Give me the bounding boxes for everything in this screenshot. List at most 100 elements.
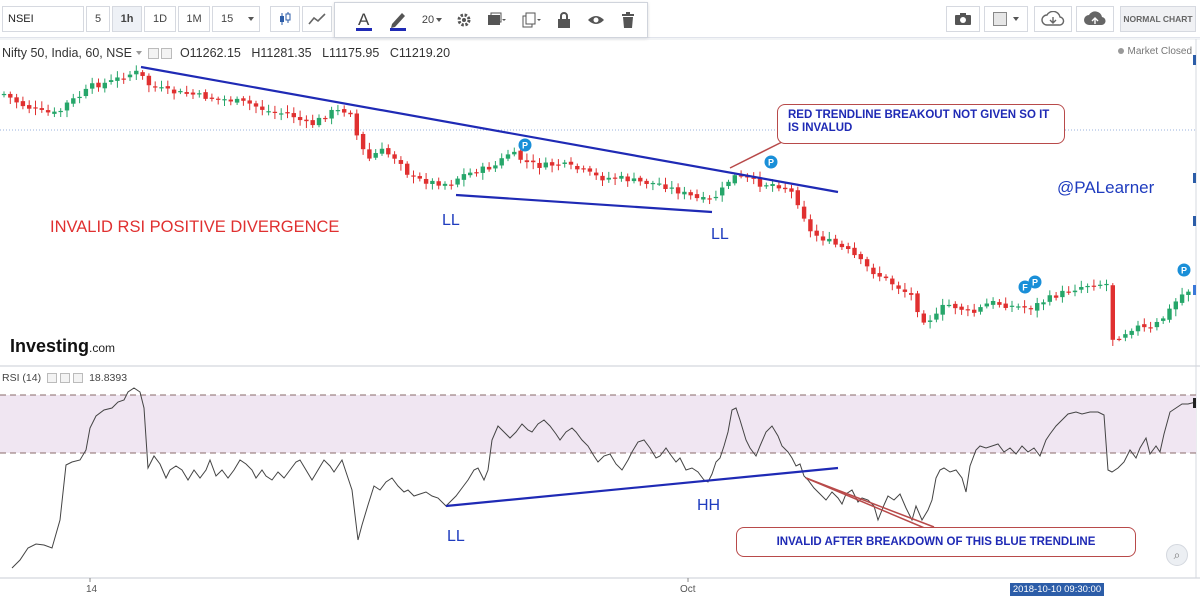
clone-button[interactable] bbox=[517, 7, 547, 33]
candle bbox=[8, 93, 13, 98]
line-chart-icon bbox=[308, 13, 326, 25]
candle bbox=[1098, 284, 1103, 286]
candle bbox=[871, 267, 876, 275]
rsi-band bbox=[0, 395, 1196, 453]
symbol-input[interactable] bbox=[2, 6, 84, 32]
candle bbox=[1072, 290, 1078, 293]
candle bbox=[127, 74, 133, 78]
candle bbox=[354, 113, 359, 136]
candle bbox=[808, 219, 813, 232]
candle bbox=[33, 107, 38, 109]
open-value: O11262.15 bbox=[179, 46, 241, 60]
candle bbox=[587, 168, 593, 172]
high-value: H11281.35 bbox=[251, 46, 312, 60]
color-select-button[interactable] bbox=[984, 6, 1028, 32]
candle bbox=[146, 75, 152, 86]
candle bbox=[1167, 308, 1172, 320]
candle bbox=[732, 175, 737, 184]
candle bbox=[461, 174, 467, 180]
zoom-reset-button[interactable]: ⌕ bbox=[1166, 544, 1188, 566]
rsi-line bbox=[11, 387, 1197, 569]
settings-button[interactable] bbox=[451, 7, 477, 33]
settings-icon[interactable] bbox=[160, 47, 172, 59]
candle bbox=[190, 92, 196, 95]
candle bbox=[386, 148, 391, 155]
instrument-title[interactable]: Nifty 50, India, 60, NSE bbox=[2, 46, 132, 60]
custom-interval-select[interactable]: 15 bbox=[212, 6, 260, 32]
color-box-icon bbox=[993, 12, 1007, 26]
save-chart-button[interactable] bbox=[1076, 6, 1114, 32]
rsi-support-trendline bbox=[445, 466, 839, 508]
style-menu-button[interactable] bbox=[481, 7, 513, 33]
price-resistance-trendline bbox=[140, 65, 839, 194]
pivot-marker[interactable]: P bbox=[1028, 275, 1042, 289]
breakdown-callout[interactable]: INVALID AFTER BREAKDOWN OF THIS BLUE TRE… bbox=[736, 527, 1136, 557]
candle bbox=[959, 306, 964, 310]
settings-icon[interactable] bbox=[60, 373, 71, 383]
f-marker[interactable]: F bbox=[1018, 280, 1032, 294]
candle bbox=[90, 83, 95, 89]
pivot-marker[interactable]: P bbox=[1177, 263, 1191, 277]
load-chart-button[interactable] bbox=[1034, 6, 1072, 32]
candle bbox=[436, 181, 441, 186]
lock-button[interactable] bbox=[551, 7, 577, 33]
font-size-select[interactable]: 20 bbox=[417, 7, 447, 33]
candle bbox=[373, 153, 378, 158]
line-color-button[interactable] bbox=[383, 7, 413, 33]
candle bbox=[927, 320, 933, 322]
candle bbox=[606, 177, 611, 180]
candle bbox=[52, 111, 57, 114]
candle bbox=[902, 289, 908, 292]
visibility-button[interactable] bbox=[583, 7, 609, 33]
candle bbox=[556, 164, 561, 166]
candle bbox=[1091, 285, 1097, 287]
svg-text:F: F bbox=[1022, 283, 1028, 293]
interval-1d-button[interactable]: 1D bbox=[144, 6, 176, 32]
candle bbox=[921, 313, 926, 323]
candle bbox=[178, 91, 183, 93]
candle bbox=[228, 99, 233, 102]
breakout-callout[interactable]: RED TRENDLINE BREAKOUT NOT GIVEN SO IT I… bbox=[777, 104, 1065, 144]
interval-5-button[interactable]: 5 bbox=[86, 6, 110, 32]
candle bbox=[1110, 285, 1115, 340]
eye-icon[interactable] bbox=[47, 373, 58, 383]
delete-button[interactable] bbox=[615, 7, 641, 33]
pivot-marker[interactable]: P bbox=[518, 138, 532, 152]
candle bbox=[946, 304, 952, 307]
candle bbox=[619, 175, 624, 179]
close-value: C11219.20 bbox=[389, 46, 451, 60]
candle bbox=[827, 238, 832, 242]
interval-1m-button[interactable]: 1M bbox=[178, 6, 210, 32]
text-color-button[interactable]: A bbox=[349, 7, 379, 33]
candle bbox=[915, 293, 920, 313]
candle bbox=[524, 160, 530, 163]
candle bbox=[486, 166, 492, 170]
candle bbox=[417, 176, 422, 179]
candle bbox=[940, 304, 945, 315]
eye-icon[interactable] bbox=[147, 47, 159, 59]
logo-main: Investing bbox=[10, 336, 90, 356]
candle bbox=[877, 273, 882, 277]
rsi-hh-label: HH bbox=[697, 497, 721, 514]
chart-toolbar: 5 1h 1D 1M 15 A 20 bbox=[0, 0, 1200, 38]
interval-1h-button[interactable]: 1h bbox=[112, 6, 142, 32]
candle bbox=[342, 109, 347, 113]
candle bbox=[776, 185, 782, 189]
candle bbox=[543, 162, 548, 168]
rsi-title[interactable]: RSI (14) bbox=[2, 372, 42, 384]
normal-chart-button[interactable]: NORMAL CHART bbox=[1120, 6, 1196, 32]
candle bbox=[367, 149, 372, 159]
screenshot-button[interactable] bbox=[946, 6, 980, 32]
close-icon[interactable] bbox=[73, 373, 84, 383]
pivot-marker[interactable]: P bbox=[764, 155, 778, 169]
svg-text:P: P bbox=[522, 141, 528, 151]
candle bbox=[820, 236, 826, 241]
line-style-button[interactable] bbox=[302, 6, 332, 32]
candle bbox=[562, 162, 567, 164]
candle bbox=[896, 285, 901, 289]
candle bbox=[934, 313, 939, 320]
candlestick-style-button[interactable] bbox=[270, 6, 300, 32]
candle bbox=[392, 154, 397, 159]
lock-icon bbox=[558, 12, 570, 28]
